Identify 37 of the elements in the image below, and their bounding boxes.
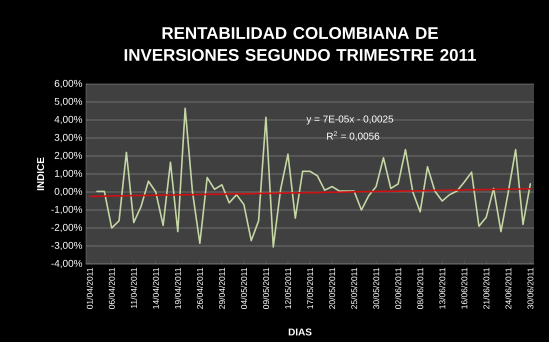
x-tick-label: 01/04/2011 — [86, 268, 93, 309]
y-tick-label: -1,00% — [51, 206, 82, 214]
x-tick-label: 11/04/2011 — [130, 268, 137, 308]
annotation: y = 7E-05x - 0,0025 — [306, 115, 394, 125]
x-tick-label: 20/05/2011 — [328, 268, 336, 309]
y-tick-label: 3,00% — [54, 134, 82, 142]
x-tick-label: 24/06/2011 — [505, 268, 512, 309]
x-tick-label: 26/04/2011 — [196, 268, 203, 309]
x-tick-label: 13/06/2011 — [439, 268, 446, 309]
chart-title: RENTABILIDAD COLOMBIANA DE INVERSIONES SEGUNDO TRIMESTRE 2011 — [124, 27, 476, 61]
x-tick-label: 09/05/2011 — [262, 268, 270, 309]
x-tick-label: 02/06/2011 — [395, 268, 402, 309]
x-tick-label: 08/06/2011 — [417, 268, 424, 309]
x-tick-label: 30/05/2011 — [372, 268, 380, 309]
y-tick-label: -3,00% — [51, 242, 82, 250]
x-tick-label: 17/05/2011 — [306, 268, 314, 309]
y-tick-label: 0,00% — [54, 188, 82, 196]
x-tick-label: 21/06/2011 — [483, 268, 490, 309]
y-tick-label: -4,00% — [51, 260, 82, 268]
x-tick-label: 30/06/2011 — [527, 268, 534, 309]
y-axis-title: INDICE — [37, 157, 44, 190]
y-tick-label: 4,00% — [54, 116, 82, 124]
y-tick-label: 1,00% — [55, 170, 82, 178]
y-tick-label: 2,00% — [54, 152, 82, 160]
y-tick-label: -2,00% — [51, 224, 82, 232]
x-tick-label: 16/06/2011 — [461, 268, 468, 309]
x-tick-label: 29/04/2011 — [218, 268, 225, 309]
y-tick-label: 5,00% — [54, 98, 82, 106]
x-tick-label: 14/04/2011 — [152, 268, 159, 309]
x-tick-label: 04/05/2011 — [240, 268, 248, 309]
x-tick-label: 06/04/2011 — [108, 268, 115, 309]
x-axis-title: DIAS — [288, 328, 312, 336]
y-tick-label: 6,00% — [54, 80, 82, 88]
x-tick-label: 12/05/2011 — [284, 268, 292, 309]
x-tick-label: 25/05/2011 — [350, 268, 358, 309]
x-tick-label: 19/04/2011 — [174, 268, 181, 309]
annotation: R$^{2}$ = 0,0056 — [327, 131, 380, 141]
